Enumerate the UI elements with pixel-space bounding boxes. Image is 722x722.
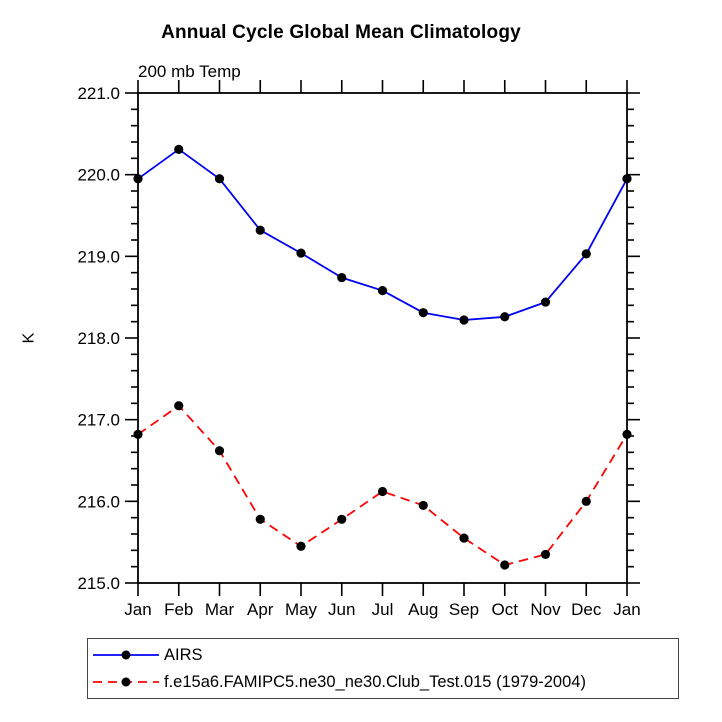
data-point-marker-1: [255, 514, 265, 524]
data-point-marker-1: [622, 429, 632, 439]
data-point-marker-0: [581, 249, 591, 259]
data-point-marker-1: [337, 514, 347, 524]
x-tick-label: May: [285, 600, 318, 619]
x-tick-label: Feb: [164, 600, 193, 619]
legend-line-sample-solid: [93, 650, 159, 660]
data-point-marker-0: [377, 286, 388, 296]
axis-frame: [137, 92, 628, 584]
legend-line-sample-dashed: [93, 677, 159, 687]
legend-label-airs: AIRS: [164, 645, 203, 664]
data-point-marker-1: [214, 446, 225, 456]
data-point-marker-1: [377, 486, 388, 497]
x-tick-label: Jul: [372, 600, 394, 619]
data-point-marker-0: [540, 297, 551, 307]
x-tick-label: Sep: [449, 600, 479, 619]
x-tick-label: Jan: [124, 600, 151, 619]
data-point-marker-0: [337, 272, 347, 283]
x-tick-label: Apr: [247, 600, 274, 619]
legend-item-airs: AIRS: [91, 644, 678, 666]
data-point-marker-0: [459, 315, 469, 325]
x-tick-label: Oct: [492, 600, 519, 619]
data-point-marker-1: [174, 401, 184, 411]
y-tick-label: 221.0: [77, 84, 120, 103]
data-point-marker-0: [622, 174, 632, 184]
data-point-marker-1: [581, 496, 591, 506]
data-point-marker-1: [500, 560, 510, 570]
y-tick-label: 220.0: [77, 166, 120, 185]
data-point-marker-0: [214, 174, 225, 184]
series-line-1: [137, 404, 628, 566]
data-point-marker-0: [500, 312, 510, 322]
left-axis-subtitle: 200 mb Temp: [138, 62, 241, 81]
legend-item-model: f.e15a6.FAMIPC5.ne30_ne30.Club_Test.015 …: [91, 671, 678, 693]
data-point-marker-1: [459, 533, 469, 543]
y-tick-label: 215.0: [77, 574, 120, 593]
data-point-marker-0: [418, 308, 428, 318]
data-point-marker-1: [418, 500, 428, 511]
y-tick-label: 217.0: [77, 411, 120, 430]
x-tick-label: Mar: [205, 600, 235, 619]
legend-label-model: f.e15a6.FAMIPC5.ne30_ne30.Club_Test.015 …: [164, 672, 586, 691]
data-point-marker-0: [296, 248, 306, 258]
data-point-marker-0: [174, 144, 184, 154]
data-point-marker-0: [133, 174, 143, 184]
x-tick-label: Nov: [530, 600, 561, 619]
x-tick-label: Jun: [328, 600, 355, 619]
y-tick-label: 216.0: [77, 492, 120, 511]
y-tick-label: 218.0: [77, 329, 120, 348]
data-point-marker-1: [540, 549, 551, 560]
x-tick-label: Jan: [613, 600, 640, 619]
x-tick-label: Dec: [571, 600, 602, 619]
data-point-marker-0: [255, 225, 265, 235]
legend-box: AIRS f.e15a6.FAMIPC5.ne30_ne30.Club_Test…: [87, 638, 679, 699]
x-tick-label: Aug: [408, 600, 438, 619]
y-tick-label: 219.0: [77, 247, 120, 266]
data-point-marker-1: [296, 541, 306, 551]
data-point-marker-1: [133, 429, 143, 439]
chart-title: Annual Cycle Global Mean Climatology: [161, 22, 521, 43]
